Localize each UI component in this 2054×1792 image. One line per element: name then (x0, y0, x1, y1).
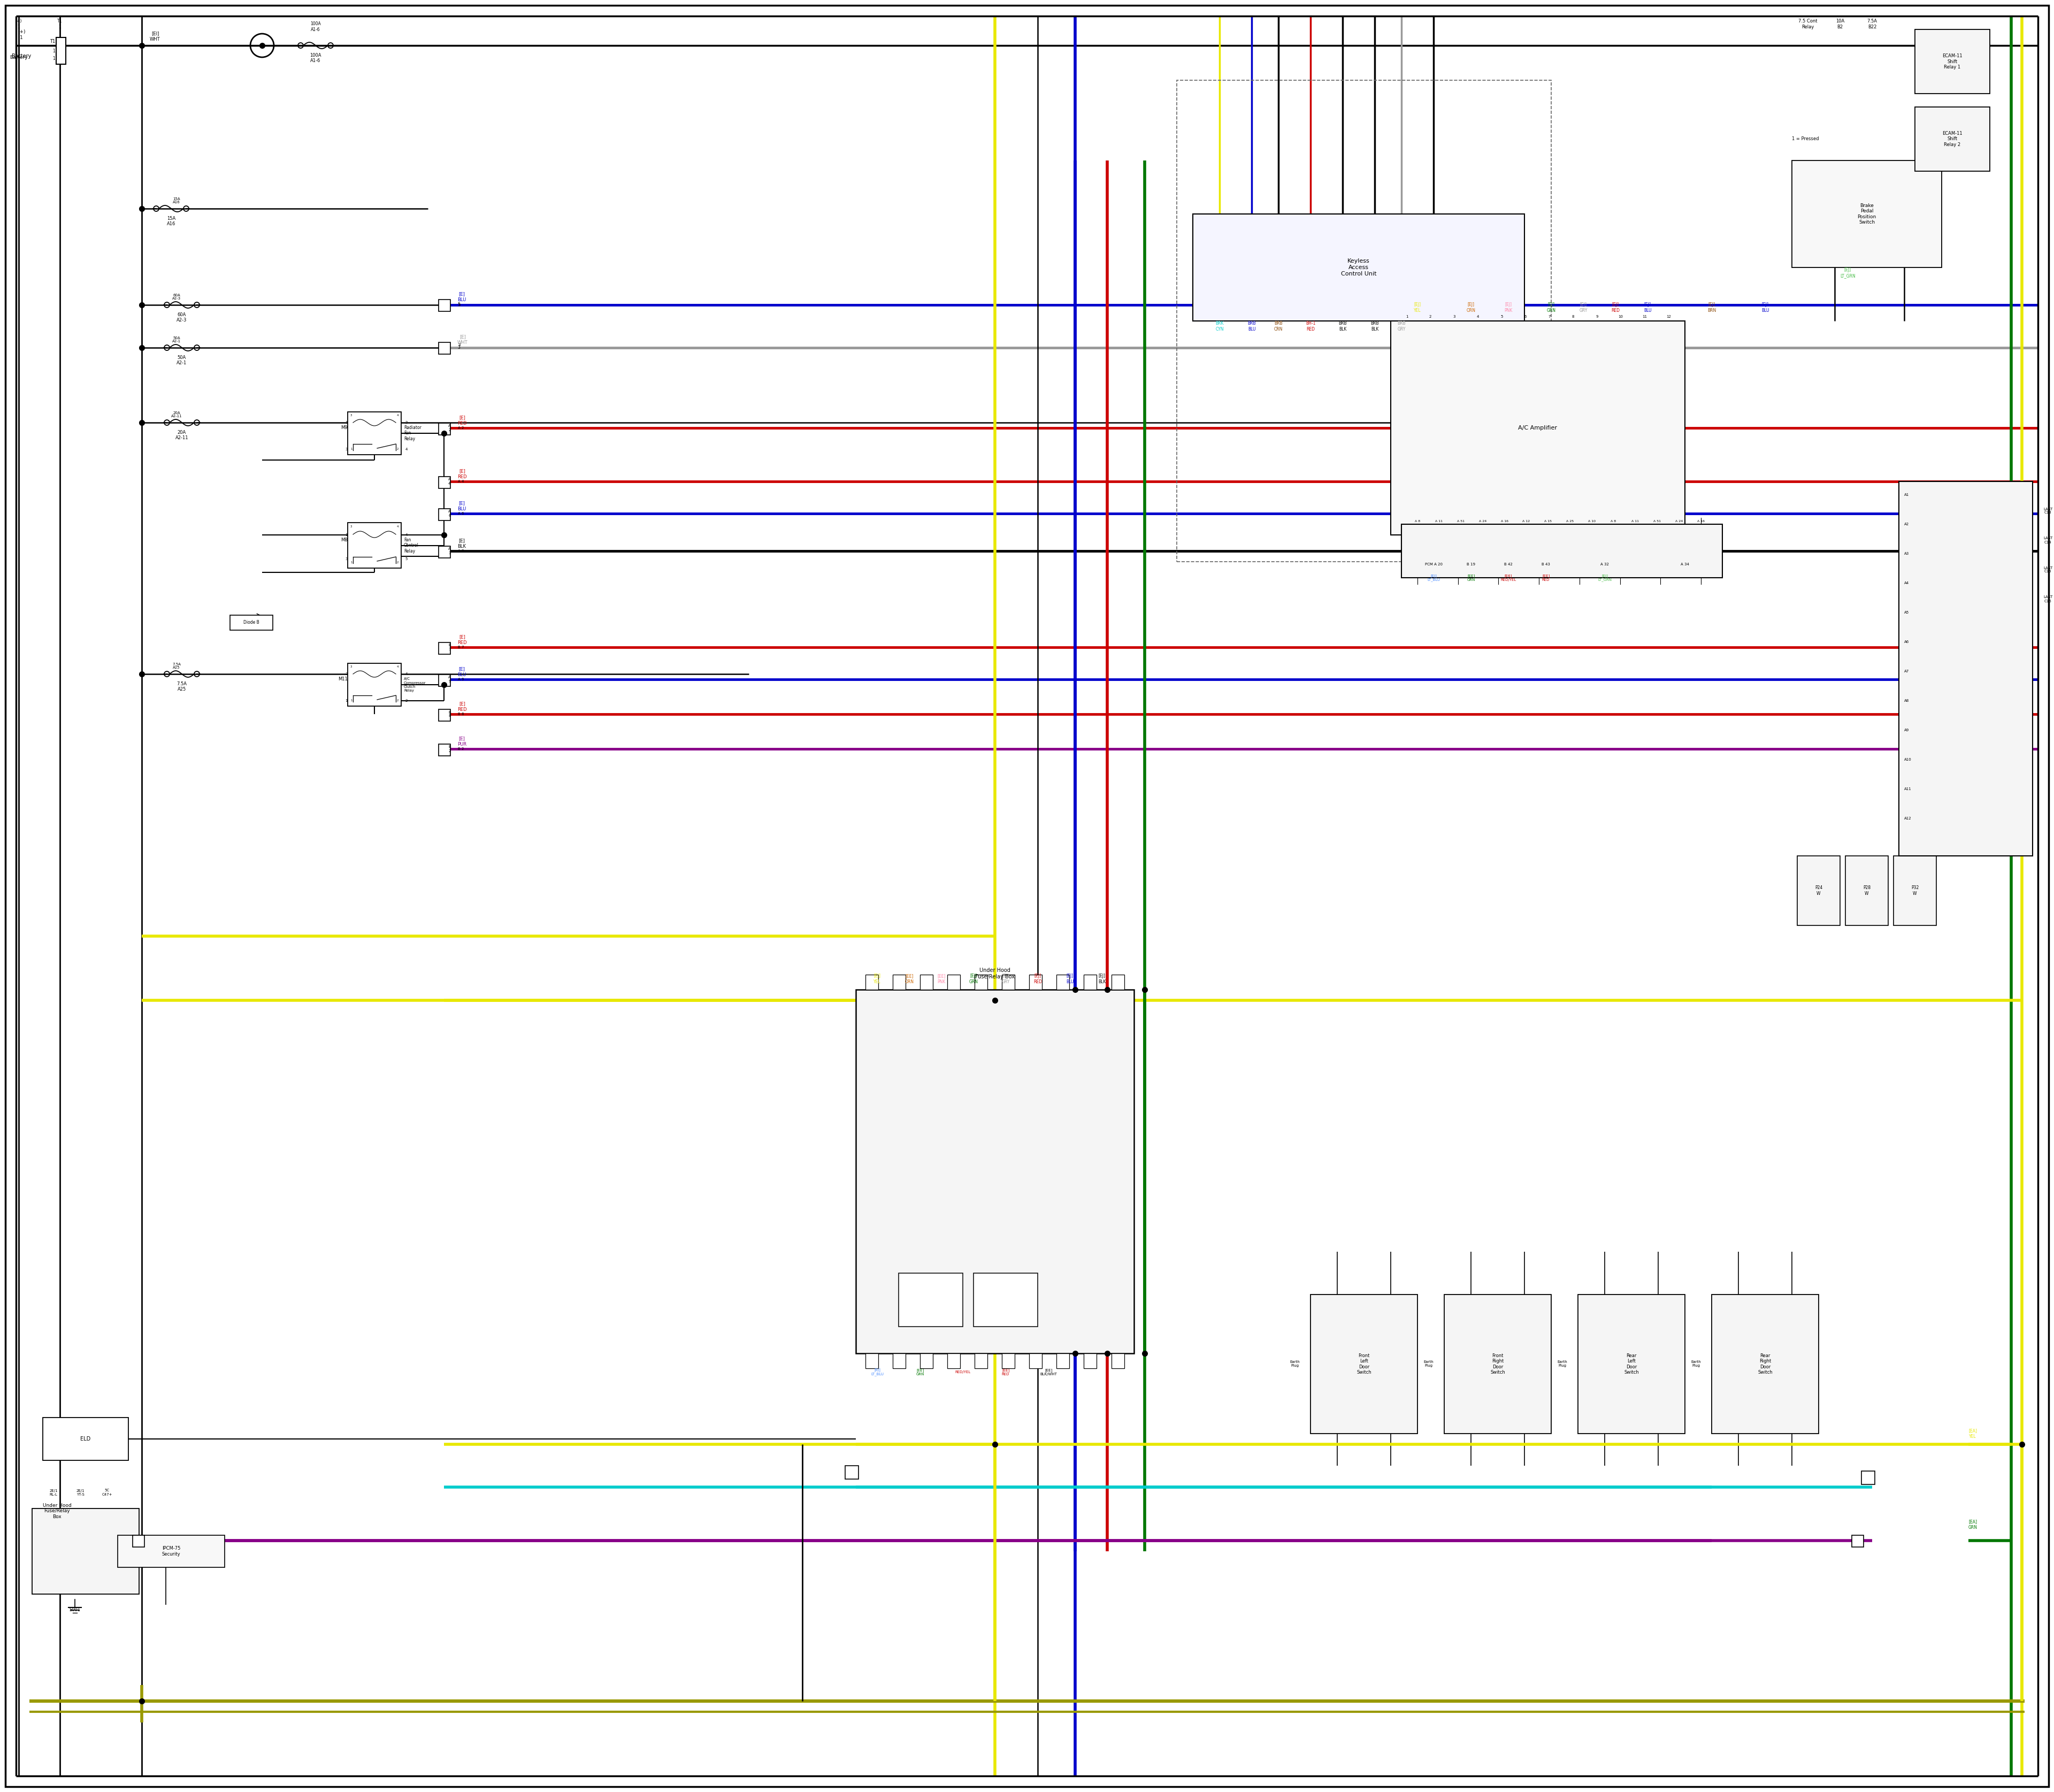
Text: (+)
1: (+) 1 (16, 20, 23, 29)
Text: [EJ]
RED: [EJ] RED (1610, 303, 1621, 314)
Bar (440, 299, 450, 312)
Text: [EJ]
BLU: [EJ] BLU (1643, 303, 1651, 314)
Text: A 8: A 8 (1610, 520, 1616, 521)
Text: 100A
A1-6: 100A A1-6 (310, 22, 320, 32)
Bar (1894, 857, 1937, 925)
Text: Rear
Right
Door
Switch: Rear Right Door Switch (1758, 1353, 1773, 1374)
Text: [E]
RED: [E] RED (458, 470, 466, 478)
Bar (43, 1417, 127, 1460)
Text: BRB
CRN: BRB CRN (1273, 321, 1284, 332)
Bar (55, 38, 66, 65)
Text: [E]
PUR: [E] PUR (458, 737, 466, 747)
Bar (893, 975, 906, 989)
Text: A 4: A 4 (458, 480, 464, 484)
Text: 11: 11 (1643, 315, 1647, 319)
Bar (1002, 1353, 1015, 1369)
Text: [EJ]
RED: [EJ] RED (1033, 973, 1041, 984)
Bar (1577, 1294, 1684, 1434)
Bar (440, 423, 450, 435)
Text: 7.5A
A25: 7.5A A25 (177, 681, 187, 692)
Text: [EJ]
LT_BLU: [EJ] LT_BLU (1428, 573, 1440, 582)
Text: A2: A2 (1904, 523, 1908, 525)
Bar (1853, 1536, 1863, 1546)
Text: 4: 4 (405, 534, 407, 536)
Text: [EJ]
BLK: [EJ] BLK (1099, 973, 1105, 984)
Text: A/C
Compressor
Clutch
Relay: A/C Compressor Clutch Relay (405, 677, 425, 692)
Bar (1029, 1353, 1041, 1369)
Bar (974, 1272, 1037, 1326)
Text: [EJ]
GRN: [EJ] GRN (969, 973, 978, 984)
Text: [EJ]
GRN: [EJ] GRN (1547, 303, 1555, 314)
Text: [E6]
RED/YEL: [E6] RED/YEL (1501, 573, 1516, 581)
Text: A 32: A 32 (1600, 563, 1608, 566)
Text: BRB
GRY: BRB GRY (1397, 321, 1405, 332)
Text: 2: 2 (405, 543, 407, 547)
Bar (1310, 1294, 1417, 1434)
Text: 60A
A2-3: 60A A2-3 (173, 294, 181, 301)
Bar (1002, 975, 1015, 989)
Text: Fan
Control
Relay: Fan Control Relay (405, 538, 419, 554)
Text: [EI]
WHT: [EI] WHT (150, 30, 160, 41)
Bar (440, 710, 450, 720)
Bar (1898, 482, 2033, 857)
Text: A 24: A 24 (1676, 520, 1682, 521)
Text: 3: 3 (345, 672, 347, 676)
Text: 4: 4 (405, 672, 407, 676)
Bar (1791, 161, 1941, 267)
Text: 1: 1 (53, 56, 55, 61)
Bar (1085, 1353, 1097, 1369)
Text: BRB
BLK: BRB BLK (1370, 321, 1378, 332)
Text: A7: A7 (1904, 670, 1908, 674)
Text: A 24: A 24 (1479, 520, 1487, 521)
Text: B
8: B 8 (448, 711, 450, 717)
Text: ECAM-11
Shift
Relay 1: ECAM-11 Shift Relay 1 (1943, 54, 1962, 70)
Bar (947, 1353, 959, 1369)
Text: 8: 8 (1571, 315, 1573, 319)
Bar (440, 547, 450, 557)
Text: Front
Left
Door
Switch: Front Left Door Switch (1356, 1353, 1372, 1374)
Text: [EJ]
ORN: [EJ] ORN (1467, 303, 1475, 314)
Text: 4: 4 (405, 448, 407, 452)
Text: Under Hood
Fuse/Relay Box: Under Hood Fuse/Relay Box (976, 968, 1015, 980)
Text: B 2: B 2 (458, 747, 464, 751)
Text: LAST
C16: LAST C16 (2044, 595, 2052, 602)
Text: M11: M11 (339, 677, 347, 681)
Text: Rear
Left
Door
Switch: Rear Left Door Switch (1625, 1353, 1639, 1374)
Text: 5: 5 (458, 303, 460, 306)
Text: Front
Right
Door
Switch: Front Right Door Switch (1491, 1353, 1506, 1374)
Bar (230, 615, 273, 631)
Text: Earth
Plug: Earth Plug (1290, 1360, 1300, 1367)
Text: 5: 5 (405, 557, 407, 561)
Text: 15A
A16: 15A A16 (166, 217, 175, 226)
Text: IPCM-75
Security: IPCM-75 Security (162, 1546, 181, 1557)
Bar (440, 509, 450, 520)
Text: B 19: B 19 (1467, 563, 1475, 566)
Text: A10: A10 (1904, 758, 1912, 762)
Text: RED/YEL: RED/YEL (955, 1371, 972, 1374)
Text: [EE]
PNK: [EE] PNK (937, 973, 945, 984)
Text: B 8: B 8 (458, 713, 464, 715)
Text: 7.5 Cont
Relay: 7.5 Cont Relay (1799, 20, 1818, 29)
Text: [EJ]
YEL: [EJ] YEL (873, 973, 881, 984)
Text: [EJ]
GRY: [EJ] GRY (1002, 973, 1011, 984)
Bar (440, 643, 450, 654)
Bar (1711, 1294, 1818, 1434)
Bar (347, 523, 401, 568)
Bar (1797, 857, 1840, 925)
Bar (1029, 975, 1041, 989)
Bar (347, 412, 401, 455)
Bar (1914, 29, 1990, 93)
Text: A9: A9 (1904, 729, 1908, 731)
Text: P32
W: P32 W (1910, 885, 1918, 896)
Text: [EA]
GRN: [EA] GRN (1968, 1520, 1978, 1530)
Bar (1914, 108, 1990, 172)
Bar (440, 744, 450, 756)
Text: [EJ]
LT_GRN: [EJ] LT_GRN (1840, 267, 1855, 278)
Text: 1: 1 (345, 421, 347, 425)
Text: A8: A8 (1904, 699, 1908, 702)
Text: Battery: Battery (10, 56, 27, 61)
Bar (947, 975, 959, 989)
Text: 4: 4 (1477, 315, 1479, 319)
Text: 7.5A
A25: 7.5A A25 (173, 663, 181, 670)
Text: 1: 1 (1405, 315, 1407, 319)
